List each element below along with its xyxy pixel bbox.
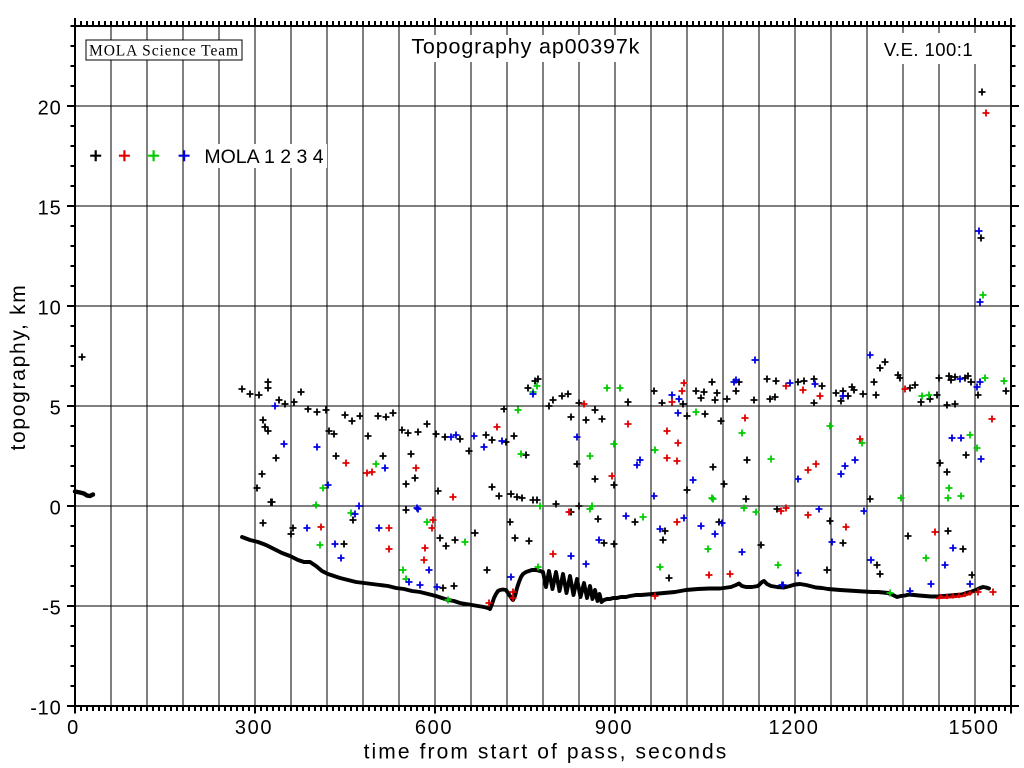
svg-text:900: 900	[595, 717, 633, 739]
svg-text:V.E. 100:1: V.E. 100:1	[884, 39, 973, 60]
svg-text:1500: 1500	[949, 717, 1000, 739]
svg-text:Topography ap00397k: Topography ap00397k	[411, 34, 640, 58]
svg-text:0: 0	[50, 498, 62, 520]
svg-text:MOLA 1 2 3 4: MOLA 1 2 3 4	[204, 146, 323, 168]
svg-text:15: 15	[38, 198, 62, 220]
svg-text:MOLA Science Team: MOLA Science Team	[89, 43, 239, 60]
svg-text:5: 5	[50, 398, 62, 420]
svg-text:-5: -5	[42, 598, 61, 620]
svg-text:300: 300	[235, 717, 273, 739]
svg-text:0: 0	[67, 717, 80, 739]
svg-text:-10: -10	[30, 698, 61, 720]
svg-text:10: 10	[38, 298, 62, 320]
svg-text:600: 600	[415, 717, 453, 739]
svg-text:1200: 1200	[769, 717, 820, 739]
svg-text:topography, km: topography, km	[7, 284, 30, 451]
svg-text:20: 20	[38, 98, 62, 120]
svg-text:time from start of pass, secon: time from start of pass, seconds	[364, 741, 729, 764]
